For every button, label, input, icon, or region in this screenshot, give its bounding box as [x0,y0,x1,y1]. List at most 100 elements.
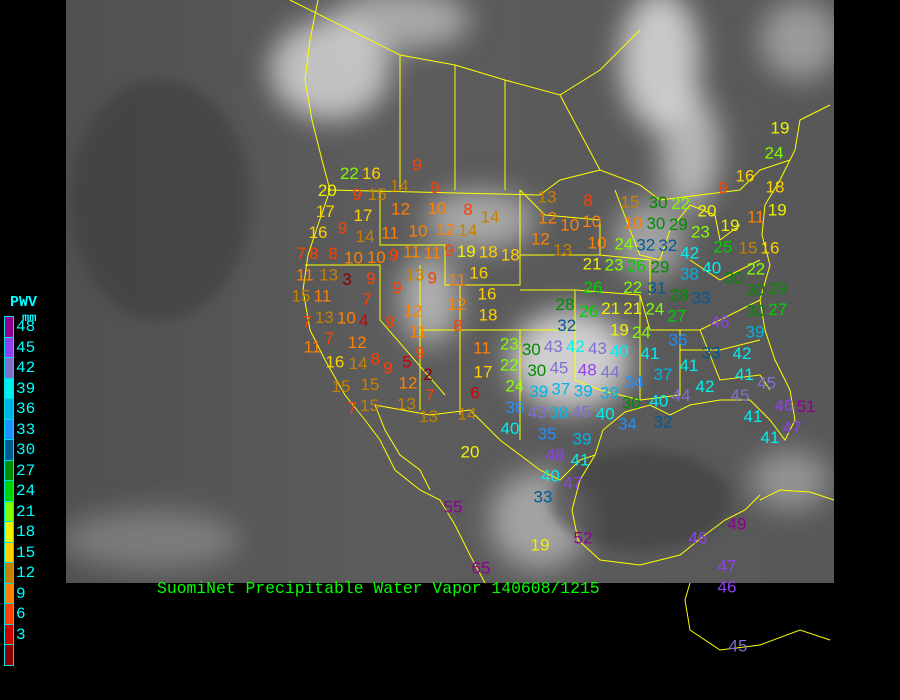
station-value: 9 [392,279,401,298]
station-value: 43 [544,337,563,356]
station-value: 40 [702,259,721,278]
legend-swatch [4,377,14,399]
station-value: 40 [649,391,668,410]
station-value: 34 [618,415,637,434]
legend-label: 6 [16,605,26,623]
station-value: 49 [728,515,747,534]
station-value: 30 [527,361,546,380]
station-value: 45 [549,358,568,377]
station-value: 9 [718,179,727,198]
station-value: 17 [474,362,493,381]
station-value: 52 [574,529,593,548]
station-value: 33 [691,289,710,308]
station-value: 20 [461,443,480,462]
station-value: 11 [747,208,765,227]
station-value: 24 [765,144,784,163]
station-value: 39 [746,323,765,342]
station-value: 9 [385,313,394,332]
legend-label: 36 [16,400,36,418]
station-value: 30 [746,302,765,321]
station-value: 30 [746,281,765,300]
station-value: 3 [342,270,351,289]
station-value: 28 [670,286,689,305]
station-value: 16 [761,239,780,258]
station-value: 21 [583,254,602,273]
station-value: 19 [457,242,476,261]
station-value: 12 [348,333,367,352]
station-value: 55 [444,498,463,517]
station-value: 12 [399,374,418,393]
station-value: 31 [647,278,666,297]
station-value: 23 [500,335,519,354]
station-value: 18 [479,242,498,261]
station-value: 15 [360,396,379,415]
legend-swatch [4,418,14,440]
station-value: 20 [318,181,337,200]
station-value: 16 [362,164,381,183]
legend-swatch [4,480,14,502]
station-value: 44 [672,386,691,405]
state-line [379,190,521,286]
station-value: 24 [632,323,651,342]
station-value: 13 [553,241,572,260]
station-value: 16 [309,223,328,242]
station-value: 22 [623,278,642,297]
station-value: 11 [423,244,441,263]
station-value: 11 [403,243,421,262]
station-value: 47 [783,418,802,437]
station-value: 26 [627,256,646,275]
station-value: 9 [352,185,361,204]
station-value: 19 [531,536,550,555]
station-value: 4 [359,311,368,330]
station-value: 9 [383,359,392,378]
state-line [689,259,761,281]
cloud-layer [66,0,834,570]
station-value: 41 [679,356,698,375]
station-value: 36 [669,331,688,350]
station-value: 45 [572,403,591,422]
station-value: 16 [478,284,497,303]
station-value: 37 [551,379,570,398]
station-value: 15 [368,185,387,204]
station-value: 12 [538,209,557,228]
legend-swatch [4,439,14,461]
station-value: 30 [522,340,541,359]
station-value: 15 [360,375,379,394]
baja-coastline [374,404,431,491]
great-lakes [614,189,741,261]
station-value: 9 [366,269,375,288]
station-value: 45 [757,374,776,393]
station-value: 19 [771,119,790,138]
station-value: 9 [430,178,439,197]
station-value: 5 [402,352,411,371]
station-value: 14 [356,227,375,246]
station-value: 43 [528,403,547,422]
station-value: 26 [579,302,598,321]
station-value: 15 [621,192,640,211]
station-value: 30 [649,193,668,212]
station-value: 27 [667,307,686,326]
station-value: 24 [505,377,524,396]
station-value: 20 [698,201,717,220]
station-value: 21 [623,299,642,318]
station-value: 44 [601,363,620,382]
state-line [519,189,601,256]
station-value: 10 [624,213,643,232]
station-value: 13 [419,407,438,426]
station-value: 10 [588,233,607,252]
station-value: 18 [766,178,785,197]
station-value: 12 [448,295,467,314]
legend-title: PWV [10,294,38,311]
station-value: 38 [549,403,568,422]
legend-label: 39 [16,379,36,398]
station-value: 32 [557,316,576,335]
station-value: 7 [302,313,311,332]
station-value: 41 [571,451,590,470]
legend-swatch [4,459,14,481]
station-value: 36 [506,398,525,417]
station-value: 18 [501,246,520,265]
station-value: 13 [315,308,334,327]
station-value: 14 [480,207,499,226]
station-value: 35 [538,424,557,443]
legend-label: 21 [16,502,36,521]
